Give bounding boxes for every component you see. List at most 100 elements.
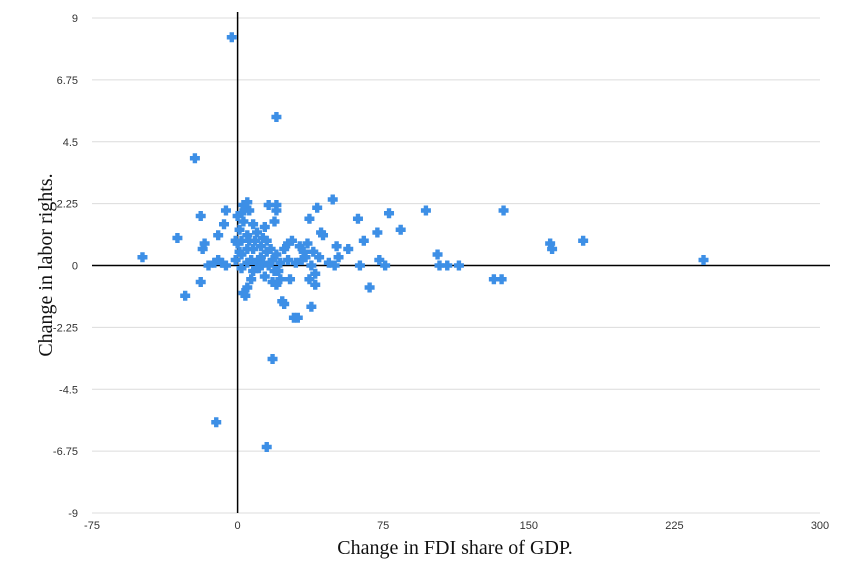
scatter-point — [354, 260, 365, 271]
scatter-point — [275, 257, 286, 268]
x-tick-label-5: 300 — [811, 520, 829, 532]
scatter-point — [236, 235, 247, 246]
y-tick-label-5: -2.25 — [53, 322, 78, 334]
scatter-point — [219, 219, 230, 230]
scatter-point — [238, 216, 249, 227]
scatter-point — [271, 200, 282, 210]
scatter-point — [298, 246, 309, 257]
scatter-point — [333, 252, 344, 263]
scatter-point — [364, 282, 375, 293]
scatter-point — [498, 205, 509, 216]
scatter-point — [547, 244, 558, 254]
y-tick-label-8: -9 — [68, 508, 78, 520]
scatter-point — [236, 263, 247, 274]
x-tick-label-2: 75 — [377, 520, 389, 532]
scatter-point — [242, 282, 253, 293]
y-tick-label-4: 0 — [72, 261, 78, 273]
scatter-point — [248, 244, 259, 254]
scatter-point — [384, 208, 395, 219]
scatter-point — [271, 279, 282, 290]
scatter-point — [244, 235, 255, 246]
scatter-point — [395, 224, 406, 235]
x-tick-label-3: 150 — [520, 520, 538, 532]
scatter-point — [246, 274, 257, 285]
scatter-point — [242, 257, 253, 268]
scatter-point — [180, 290, 191, 301]
scatter-point — [248, 219, 259, 230]
scatter-point — [488, 274, 499, 285]
scatter-point — [279, 299, 290, 309]
scatter-point — [358, 235, 369, 246]
scatter-point — [286, 235, 297, 246]
scatter-point — [236, 249, 247, 260]
scatter-point — [255, 241, 266, 252]
x-axis-title: Change in FDI share of GDP. — [337, 537, 573, 559]
scatter-point — [271, 205, 282, 216]
scatter-point — [257, 233, 268, 243]
scatter-point — [271, 249, 282, 260]
scatter-point — [698, 255, 709, 265]
scatter-point — [220, 260, 231, 271]
scatter-point — [304, 213, 315, 224]
scatter-point — [259, 222, 270, 232]
scatter-point — [275, 274, 286, 285]
x-tick-label-1: 0 — [235, 520, 241, 532]
scatter-point — [442, 260, 453, 271]
scatter-point — [318, 230, 329, 241]
scatter-point — [267, 354, 278, 364]
scatter-point — [242, 197, 253, 208]
scatter-point — [252, 257, 263, 268]
scatter-point — [352, 213, 363, 224]
scatter-point — [269, 216, 280, 227]
y-tick-label-0: 9 — [72, 13, 78, 25]
scatter-point — [434, 260, 445, 271]
scatter-point — [195, 277, 206, 287]
scatter-point — [308, 246, 319, 257]
scatter-point — [252, 227, 263, 238]
y-axis-title: Change in labor rights. — [35, 173, 57, 356]
scatter-point — [234, 224, 245, 235]
scatter-point — [374, 255, 385, 265]
scatter-point — [306, 260, 317, 271]
scatter-point — [217, 257, 228, 268]
scatter-point — [265, 244, 276, 254]
scatter-point — [209, 257, 220, 268]
scatter-point — [203, 260, 214, 271]
scatter-point — [261, 235, 272, 246]
scatter-point — [432, 249, 443, 260]
scatter-point — [211, 417, 222, 428]
scatter-point — [255, 252, 266, 263]
scatter-point — [496, 274, 507, 285]
y-tick-label-1: 6.75 — [57, 75, 78, 87]
scatter-point — [226, 32, 237, 43]
scatter-point — [302, 238, 313, 249]
data-points — [137, 32, 709, 452]
scatter-point — [261, 246, 272, 257]
y-tick-label-3: 2.25 — [57, 199, 78, 211]
scatter-point — [248, 266, 259, 276]
scatter-point — [232, 238, 243, 249]
y-tick-label-2: 4.5 — [63, 137, 78, 149]
scatter-point — [294, 241, 305, 252]
y-tick-label-7: -6.75 — [53, 446, 78, 458]
scatter-point — [244, 205, 255, 216]
scatter-point — [310, 268, 321, 279]
scatter-point — [314, 252, 325, 263]
scatter-point — [172, 233, 183, 243]
scatter-point — [372, 227, 383, 238]
scatter-point — [329, 260, 340, 271]
scatter-point — [420, 205, 431, 216]
scatter-point — [578, 235, 589, 246]
scatter-point — [242, 230, 253, 241]
scatter-point — [263, 200, 274, 210]
scatter-point — [220, 205, 231, 216]
scatter-point — [232, 211, 243, 221]
scatter-point — [312, 202, 323, 213]
scatter-point — [257, 257, 268, 268]
scatter-point — [189, 153, 200, 164]
scatter-point — [304, 274, 315, 285]
scatter-point — [213, 255, 224, 265]
scatter-point — [259, 271, 270, 282]
y-tick-labels: 9 6.75 4.5 2.25 0 -2.25 -4.5 -6.75 -9 — [53, 13, 78, 520]
